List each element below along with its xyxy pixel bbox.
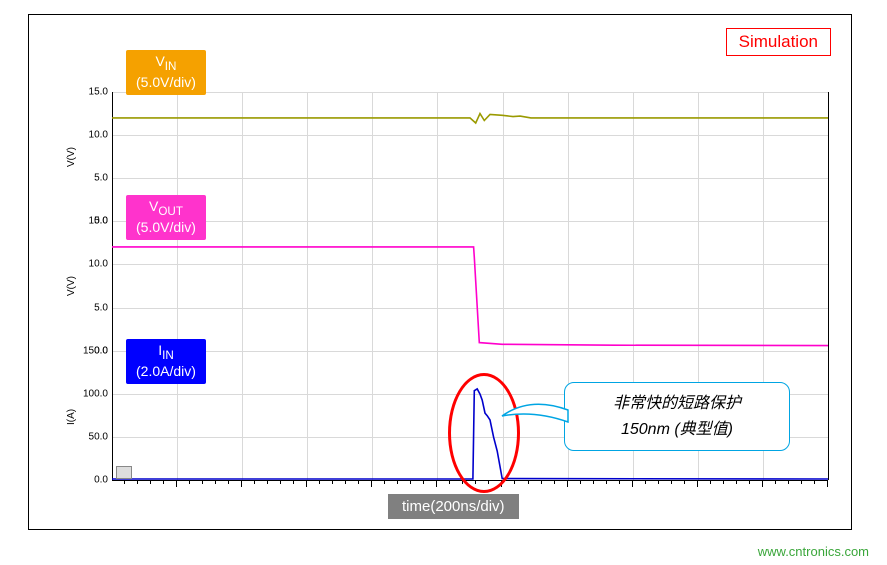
simulation-label: Simulation — [726, 28, 831, 56]
iin-y-tick: 0.0 — [94, 474, 108, 485]
vin-badge: VIN (5.0V/div) — [126, 50, 206, 95]
iin-badge: IIN (2.0A/div) — [126, 339, 206, 384]
vout-plot-area: 0.05.010.015.0V(V) — [112, 221, 828, 350]
time-cursor-marker — [116, 466, 132, 479]
iin-y-tick: 50.0 — [89, 431, 108, 442]
vin-badge-l2: (5.0V/div) — [136, 74, 196, 90]
callout-line1: 非常快的短路保护 — [579, 391, 775, 417]
callout-line2: 150nm (典型值) — [579, 417, 775, 443]
vout-y-tick: 15.0 — [89, 216, 108, 227]
vout-y-tick: 10.0 — [89, 259, 108, 270]
vout-badge-l1: VOUT — [149, 198, 183, 214]
vout-badge-l2: (5.0V/div) — [136, 219, 196, 235]
vout-trace — [112, 221, 828, 350]
iin-badge-l1: IIN — [158, 342, 174, 358]
vin-y-tick: 15.0 — [89, 87, 108, 98]
vout-y-axis-title: V(V) — [66, 276, 77, 296]
vin-badge-l1: VIN — [155, 53, 176, 69]
iin-badge-l2: (2.0A/div) — [136, 363, 196, 379]
vin-plot-area: 0.05.010.015.0V(V) — [112, 92, 828, 221]
callout-bubble: 非常快的短路保护 150nm (典型值) — [564, 382, 790, 451]
x-axis-title: time(200ns/div) — [388, 494, 519, 519]
watermark: www.cntronics.com — [758, 544, 869, 559]
vin-y-axis-title: V(V) — [66, 147, 77, 167]
vin-y-tick: 5.0 — [94, 173, 108, 184]
iin-y-tick: 150.0 — [83, 345, 108, 356]
vout-y-tick: 5.0 — [94, 302, 108, 313]
iin-y-axis-title: I(A) — [66, 409, 77, 425]
vin-y-tick: 10.0 — [89, 130, 108, 141]
vin-trace — [112, 92, 828, 221]
callout-tail — [500, 396, 578, 434]
vout-badge: VOUT (5.0V/div) — [126, 195, 206, 240]
iin-y-tick: 100.0 — [83, 388, 108, 399]
